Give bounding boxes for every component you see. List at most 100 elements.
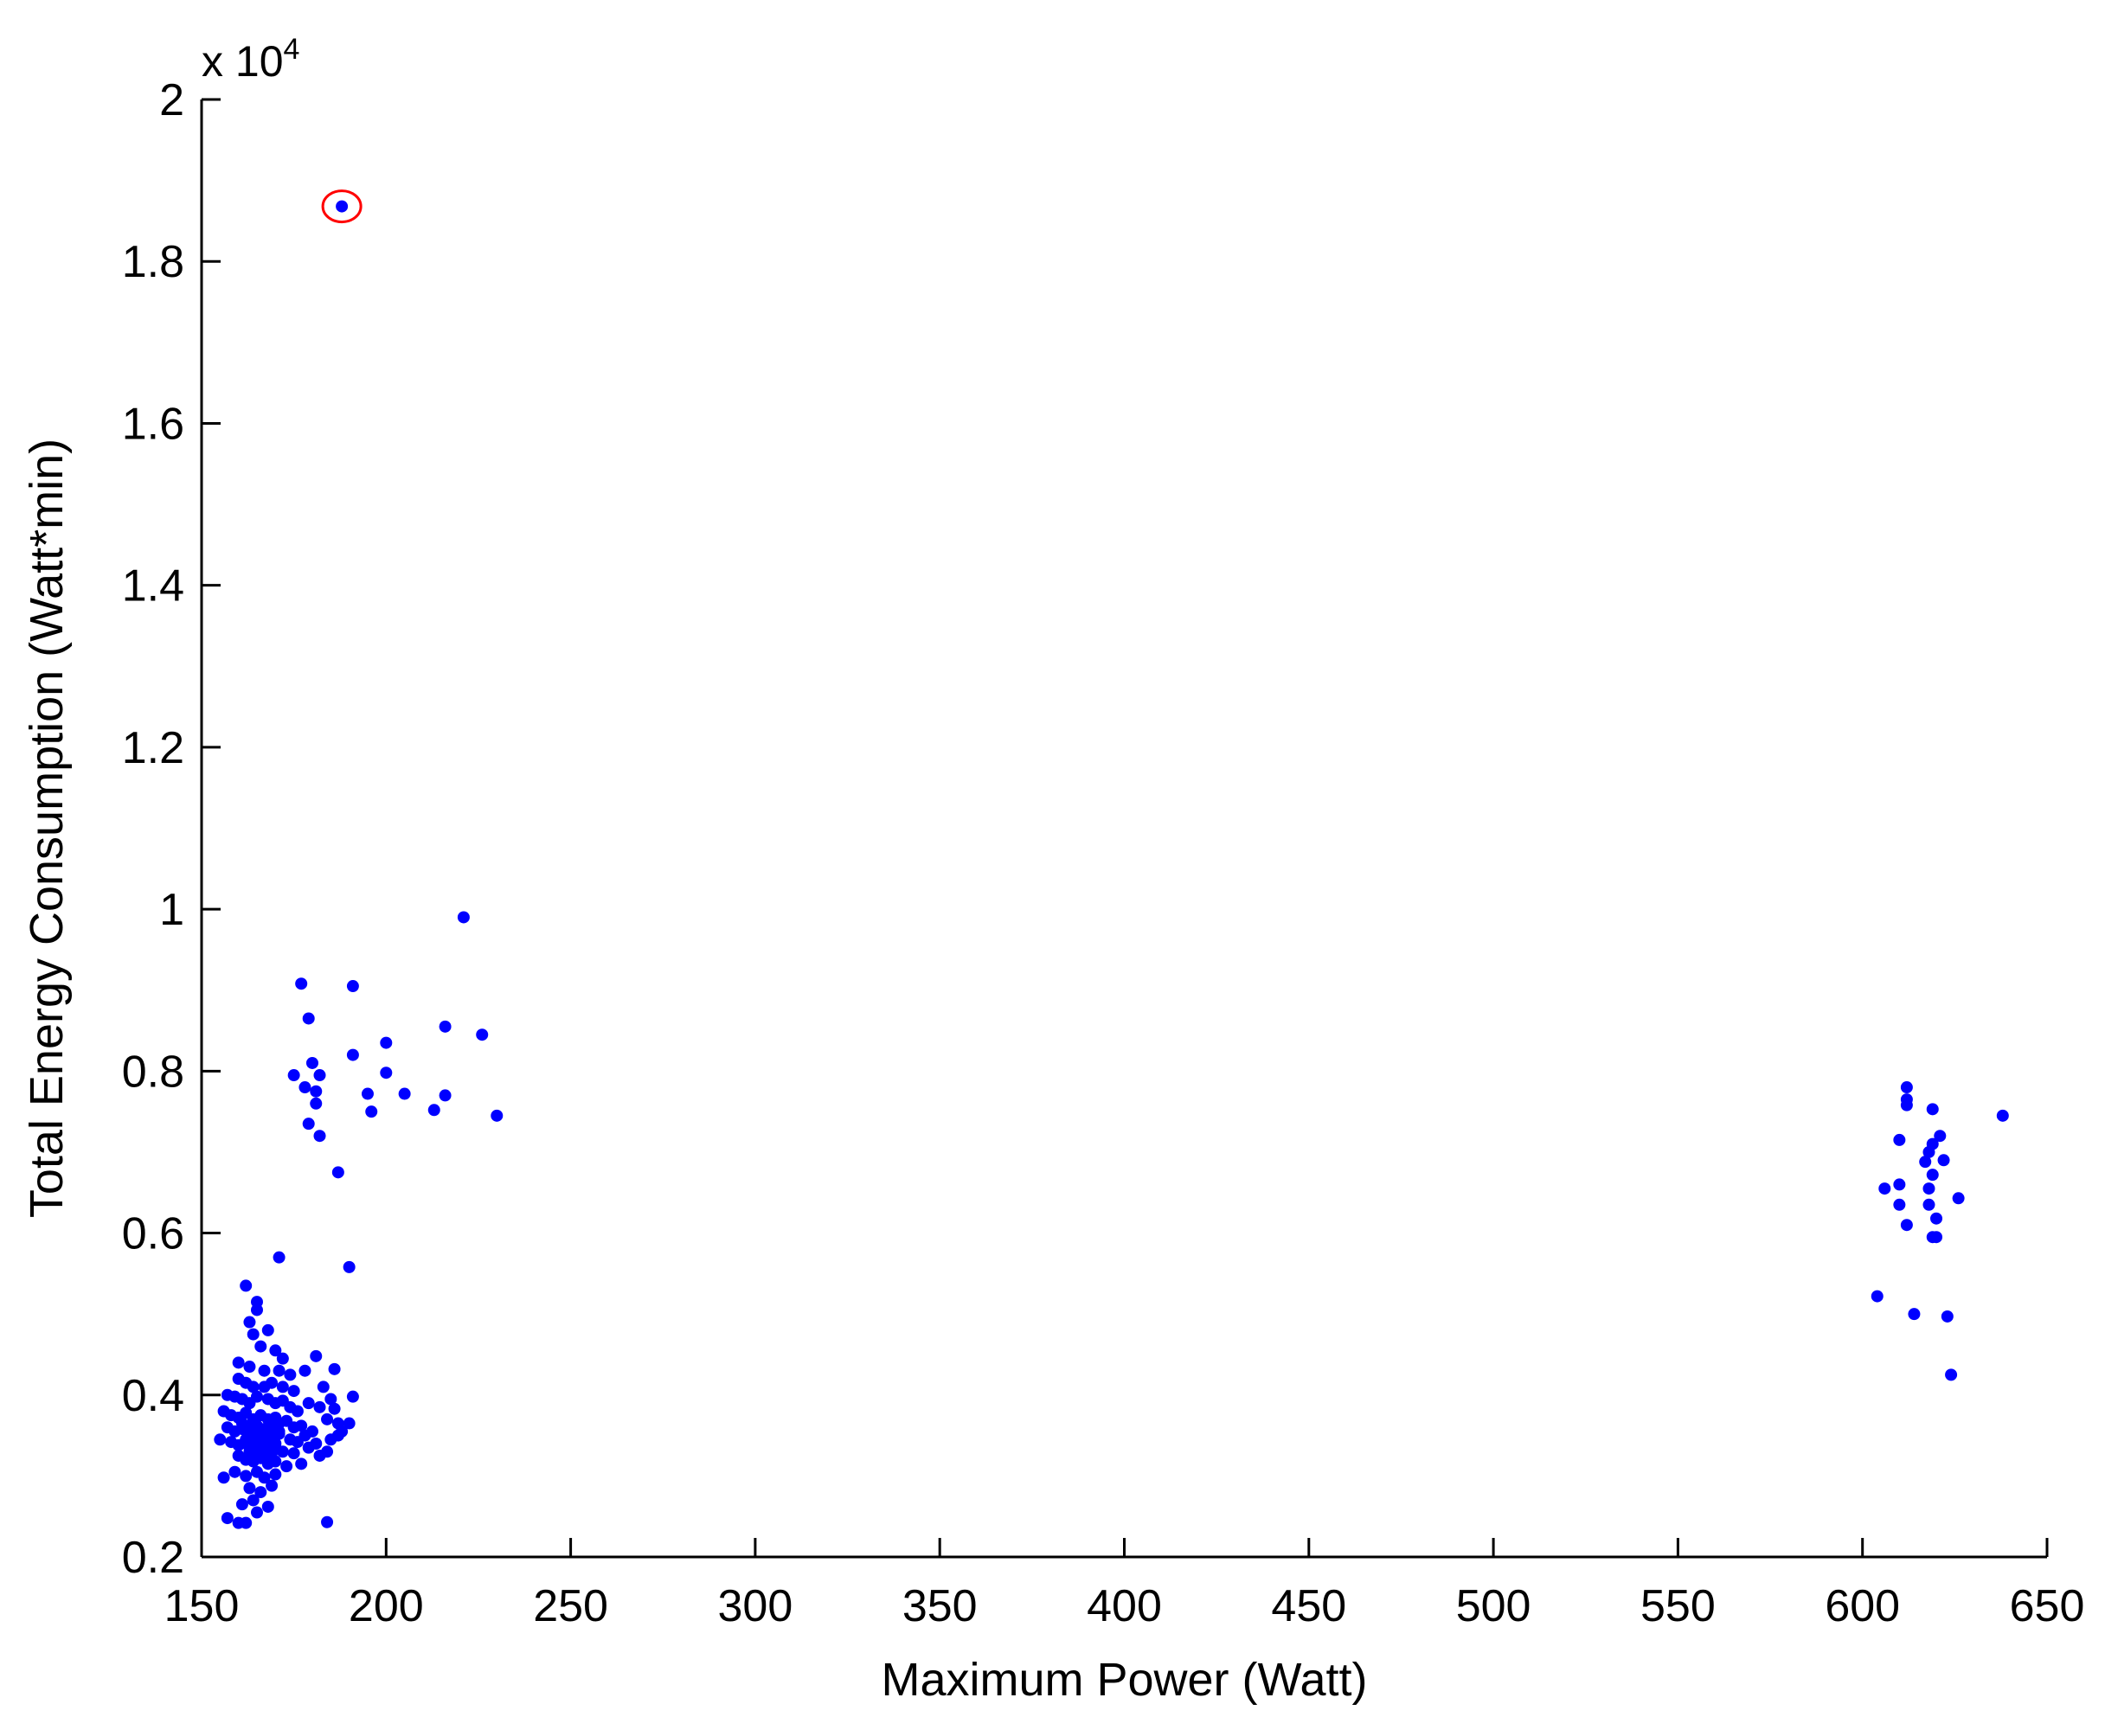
data-point (1919, 1156, 1932, 1169)
data-point (305, 1056, 318, 1069)
data-point (276, 1445, 289, 1458)
data-point (287, 1385, 300, 1398)
data-point (321, 1445, 334, 1458)
x-tick-label: 400 (1087, 1581, 1162, 1631)
x-axis-label: Maximum Power (Watt) (881, 1654, 1367, 1706)
data-point (1937, 1154, 1950, 1167)
x-tick-label: 650 (2010, 1581, 2085, 1631)
data-point (276, 1352, 289, 1365)
data-point (1930, 1212, 1943, 1225)
y-tick-label: 0.4 (122, 1371, 184, 1421)
data-point (261, 1323, 274, 1336)
data-point (221, 1512, 234, 1525)
data-point (302, 1441, 315, 1454)
x-tick-label: 600 (1825, 1581, 1900, 1631)
data-point (439, 1089, 452, 1102)
data-point (313, 1130, 326, 1143)
x-axis: 150 200 250 300 350 400 450 500 550 600 650 (164, 1538, 2085, 1631)
data-point (261, 1500, 274, 1513)
data-point (439, 1020, 452, 1033)
data-point (269, 1437, 282, 1450)
data-point (313, 1069, 326, 1082)
data-point (1878, 1182, 1891, 1195)
y-axis: 0.2 0.4 0.6 0.8 1 1.2 1.4 1.6 1.8 2 (122, 75, 221, 1583)
data-point (284, 1368, 297, 1381)
data-point (1922, 1182, 1935, 1195)
data-point (331, 1429, 344, 1442)
data-point (266, 1376, 279, 1389)
y-tick-label: 1.2 (122, 723, 184, 773)
data-point (321, 1515, 334, 1528)
data-point (1922, 1198, 1935, 1211)
data-point (313, 1400, 326, 1413)
data-point (273, 1425, 286, 1438)
highlight-group (321, 189, 363, 224)
x-tick-label: 450 (1271, 1581, 1346, 1631)
data-point (232, 1356, 245, 1369)
data-point (1934, 1130, 1947, 1143)
y-tick-label: 0.2 (122, 1533, 184, 1583)
data-point (1908, 1308, 1921, 1321)
data-point (331, 1166, 344, 1179)
data-point (269, 1468, 282, 1481)
data-point (250, 1390, 263, 1403)
data-point (1900, 1099, 1913, 1111)
data-point (254, 1486, 267, 1499)
y-tick-label: 0.8 (122, 1047, 184, 1097)
data-point (321, 1413, 334, 1425)
data-point (273, 1251, 286, 1264)
data-point (317, 1380, 330, 1393)
data-point (214, 1433, 227, 1446)
data-point (250, 1304, 263, 1316)
data-point (491, 1109, 504, 1122)
data-point (302, 1397, 315, 1410)
data-point (346, 980, 359, 993)
y-axis-multiplier-base: x 10 (202, 37, 284, 86)
y-axis-multiplier-exponent: 4 (284, 33, 300, 66)
data-point (1952, 1192, 1965, 1205)
data-points (214, 200, 2009, 1529)
data-point (380, 1067, 393, 1079)
data-point (243, 1482, 256, 1495)
data-point (295, 1457, 308, 1470)
data-point (1926, 1103, 1939, 1116)
y-tick-label: 2 (159, 75, 184, 125)
x-tick-label: 500 (1456, 1581, 1531, 1631)
data-point (243, 1316, 256, 1329)
data-point (361, 1087, 374, 1100)
data-point (287, 1447, 300, 1460)
data-point (380, 1036, 393, 1049)
data-point (1900, 1081, 1913, 1094)
data-point (1893, 1178, 1906, 1191)
data-point (302, 1118, 315, 1131)
data-point (365, 1105, 378, 1118)
data-point (1996, 1109, 2009, 1122)
y-axis-multiplier: x 104 (202, 33, 299, 86)
data-point (310, 1349, 323, 1362)
data-point (276, 1380, 289, 1393)
data-point (1893, 1133, 1906, 1146)
data-point (254, 1340, 267, 1353)
data-point (240, 1470, 253, 1483)
data-point (266, 1447, 279, 1460)
data-point (247, 1328, 260, 1341)
data-point (343, 1260, 356, 1273)
data-point (269, 1344, 282, 1357)
data-point (1941, 1310, 1954, 1323)
data-point (328, 1362, 341, 1375)
highlight-ring (321, 189, 363, 224)
data-point (243, 1361, 256, 1374)
y-tick-label: 0.6 (122, 1209, 184, 1259)
data-point (273, 1364, 286, 1377)
data-point (298, 1364, 311, 1377)
data-point (235, 1498, 248, 1511)
data-point (298, 1081, 311, 1094)
data-point (266, 1479, 279, 1492)
data-point (280, 1460, 293, 1473)
y-tick-label: 1.8 (122, 237, 184, 287)
y-tick-label: 1 (159, 885, 184, 935)
data-point (476, 1028, 489, 1041)
y-tick-label: 1.4 (122, 561, 184, 612)
data-point (336, 200, 349, 213)
data-point (250, 1506, 263, 1519)
